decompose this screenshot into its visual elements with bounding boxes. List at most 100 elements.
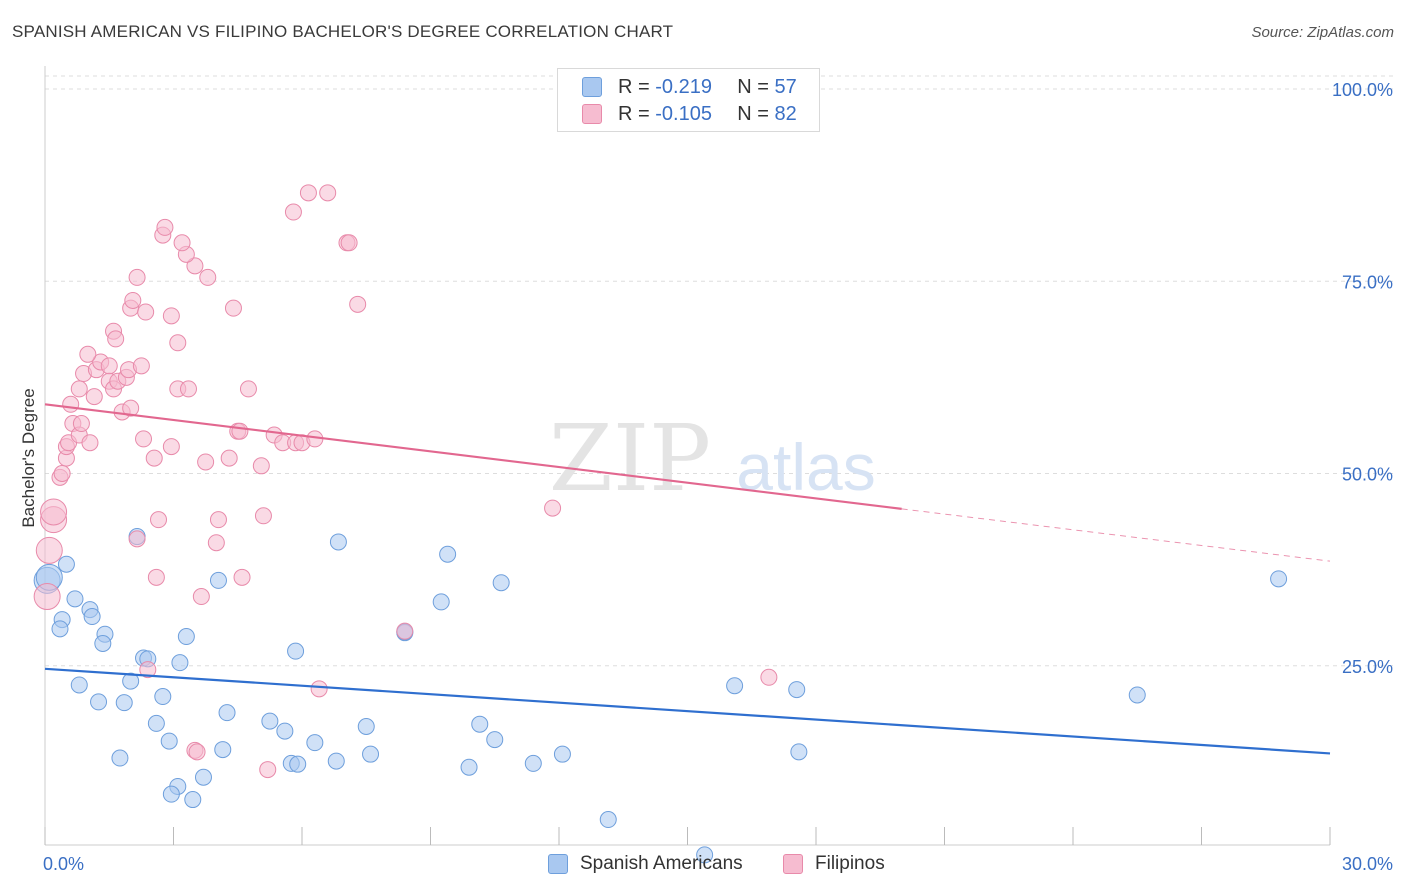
data-point xyxy=(147,714,165,732)
data-point xyxy=(128,268,146,286)
data-point xyxy=(85,388,103,406)
data-point xyxy=(220,449,238,467)
x-tick-label: 0.0% xyxy=(43,854,84,874)
data-point xyxy=(289,755,307,773)
data-point xyxy=(51,620,69,638)
data-point xyxy=(261,712,279,730)
data-point xyxy=(100,357,118,375)
trend-line-solid xyxy=(44,667,1331,755)
y-tick-label: 75.0% xyxy=(1342,272,1393,292)
data-point xyxy=(276,722,294,740)
data-point xyxy=(40,498,68,526)
y-tick-label: 25.0% xyxy=(1342,657,1393,677)
trend-line-dashed xyxy=(901,508,1331,562)
legend-r-label: R = xyxy=(618,102,650,125)
data-point xyxy=(135,430,153,448)
data-point xyxy=(599,811,617,829)
data-point xyxy=(486,731,504,749)
data-point xyxy=(254,507,272,525)
data-point xyxy=(81,434,99,452)
legend-n-value: 57 xyxy=(774,75,797,98)
tick-labels: 25.0% 50.0% 75.0% 100.0% 0.0% 30.0% xyxy=(43,80,1393,874)
data-point xyxy=(790,743,808,761)
legend-n-label: N = xyxy=(737,102,769,125)
watermark: ZIP atlas xyxy=(549,405,876,512)
axes xyxy=(44,66,1331,846)
data-point xyxy=(33,583,61,611)
data-point xyxy=(252,457,270,475)
data-point xyxy=(218,704,236,722)
data-point xyxy=(287,642,305,660)
data-point xyxy=(1128,686,1146,704)
data-point xyxy=(156,218,174,236)
legend-swatch-blue xyxy=(548,854,568,874)
data-point xyxy=(179,380,197,398)
series-spanish-americans-points xyxy=(33,528,1288,864)
legend-row-spanish-americans: R = -0.219 N = 57 xyxy=(582,74,797,100)
data-point xyxy=(83,608,101,626)
data-point xyxy=(726,677,744,695)
data-point xyxy=(162,438,180,456)
data-point xyxy=(169,334,187,352)
data-point xyxy=(173,234,191,252)
data-point xyxy=(340,234,358,252)
data-point xyxy=(139,661,157,679)
legend-item-filipinos[interactable]: Filipinos xyxy=(783,851,885,877)
data-point xyxy=(70,380,88,398)
data-point xyxy=(284,203,302,221)
data-point xyxy=(128,530,146,548)
data-point xyxy=(327,752,345,770)
data-point xyxy=(396,622,414,640)
data-point xyxy=(1270,570,1288,588)
data-point xyxy=(90,693,108,711)
source-credit: Source: ZipAtlas.com xyxy=(1251,24,1394,41)
data-point xyxy=(132,357,150,375)
data-point xyxy=(239,380,257,398)
y-tick-label: 50.0% xyxy=(1342,465,1393,485)
legend-n-label: N = xyxy=(737,75,769,98)
data-point xyxy=(171,654,189,672)
data-point xyxy=(184,791,202,809)
data-point xyxy=(79,345,97,363)
data-point xyxy=(207,534,225,552)
data-point xyxy=(233,568,251,586)
data-point xyxy=(439,545,457,563)
data-point xyxy=(94,634,112,652)
data-point xyxy=(145,449,163,467)
data-point xyxy=(544,499,562,517)
legend-r-value: -0.219 xyxy=(655,75,712,98)
data-point xyxy=(259,761,277,779)
data-point xyxy=(154,688,172,706)
data-point xyxy=(35,536,63,564)
data-point xyxy=(188,743,206,761)
data-point xyxy=(194,768,212,786)
data-point xyxy=(192,588,210,606)
data-point xyxy=(160,732,178,750)
data-point xyxy=(329,533,347,551)
data-point xyxy=(72,415,90,433)
data-point xyxy=(162,307,180,325)
data-point xyxy=(760,668,778,686)
data-point xyxy=(199,268,217,286)
x-tick-label: 30.0% xyxy=(1342,854,1393,874)
data-point xyxy=(150,511,168,529)
trend-line-solid xyxy=(44,403,902,510)
legend-swatch-pink xyxy=(783,854,803,874)
legend-item-spanish-americans[interactable]: Spanish Americans xyxy=(548,851,743,877)
legend: R = -0.219 N = 57 R = -0.105 N = 82 xyxy=(557,68,820,132)
chart-title: SPANISH AMERICAN VS FILIPINO BACHELOR'S … xyxy=(12,22,674,41)
data-point xyxy=(231,422,249,440)
data-point xyxy=(471,715,489,733)
data-point xyxy=(111,749,129,767)
data-point xyxy=(107,330,125,348)
data-point xyxy=(306,734,324,752)
y-tick-label: 100.0% xyxy=(1332,80,1393,100)
data-point xyxy=(66,590,84,608)
legend-swatch-pink xyxy=(582,104,602,124)
data-point xyxy=(177,628,195,646)
data-point xyxy=(214,741,232,759)
data-point xyxy=(147,568,165,586)
trend-lines xyxy=(44,403,1331,755)
data-point xyxy=(357,718,375,736)
data-point xyxy=(349,295,367,313)
